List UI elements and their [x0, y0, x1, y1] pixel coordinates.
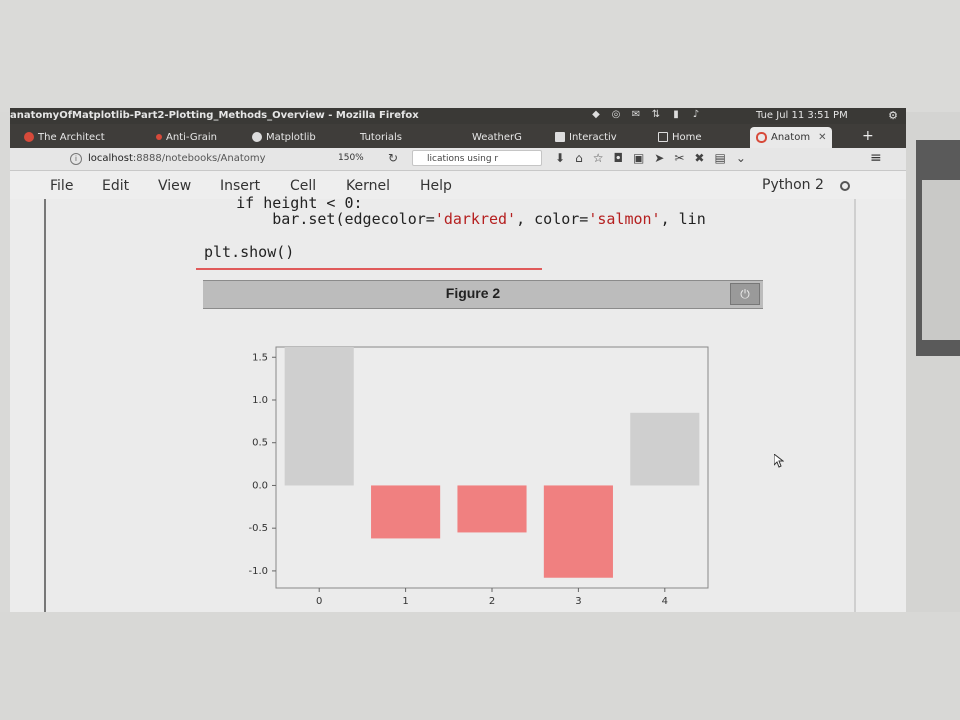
figure-header: Figure 2 ⏻	[203, 280, 763, 309]
tab-bar: The Architect Anti-Grain Matplotlib Tuto…	[10, 124, 906, 148]
reload-icon[interactable]: ↻	[388, 151, 399, 165]
y-tick-label: -0.5	[248, 523, 268, 534]
info-icon[interactable]: i	[70, 153, 82, 165]
kernel-status-icon	[840, 181, 850, 191]
menu-file[interactable]: File	[50, 178, 74, 194]
background-window	[916, 140, 960, 356]
tab-interactive[interactable]: Interactiv	[555, 128, 617, 146]
bar-chart: -1.0 -0.5 0.0 0.5 1.0 1.5 0 1 2 3 4	[248, 346, 709, 606]
toolbar-icons: ⬇ ⌂ ☆ ◘ ▣ ➤ ✂ ✖ ▤ ⌄	[555, 151, 746, 165]
kernel-name: Python 2	[762, 177, 824, 193]
overflow-chevron-icon[interactable]: ⌄	[735, 151, 746, 165]
menu-help[interactable]: Help	[420, 178, 452, 194]
menu-kernel[interactable]: Kernel	[346, 178, 390, 194]
cell-output-separator	[196, 268, 542, 270]
navigation-bar: i localhost:8888/notebooks/Anatomy 150% …	[10, 148, 906, 171]
y-tick-label: 0.5	[252, 438, 268, 449]
bar-2	[457, 485, 527, 533]
desktop-background-top	[0, 0, 960, 112]
x-tick-label: 2	[489, 596, 495, 606]
gear-icon[interactable]: ⚙	[888, 109, 898, 122]
send-icon[interactable]: ➤	[654, 151, 665, 165]
home-icon[interactable]: ⌂	[575, 151, 583, 165]
y-tick-label: 0.0	[252, 480, 268, 491]
tab-favicon-icon	[555, 132, 565, 142]
window-title: anatomyOfMatplotlib-Part2-Plotting_Metho…	[10, 110, 419, 121]
tab-favicon-icon	[756, 132, 767, 143]
code-line-if[interactable]: if height < 0:	[200, 194, 363, 212]
network-icon[interactable]: ⇅	[651, 109, 661, 120]
new-tab-button[interactable]: +	[862, 128, 874, 144]
volume-icon[interactable]: ♪	[692, 109, 700, 120]
close-icon[interactable]: ✕	[818, 132, 827, 143]
bar-4	[630, 412, 700, 486]
chrome-icon[interactable]: ◎	[611, 109, 621, 120]
dropbox-icon[interactable]: ◆	[592, 109, 600, 120]
hamburger-menu-icon[interactable]: ≡	[870, 150, 882, 166]
download-icon[interactable]: ⬇	[555, 151, 566, 165]
x-tick-label: 1	[402, 596, 408, 606]
url-path: :8888/notebooks/Anatomy	[132, 153, 266, 164]
system-top-bar: anatomyOfMatplotlib-Part2-Plotting_Metho…	[10, 108, 906, 124]
url-host: localhost	[88, 153, 133, 164]
tab-weatherg[interactable]: WeatherG	[472, 131, 522, 143]
battery-icon[interactable]: ▮	[673, 109, 679, 120]
clock[interactable]: Tue Jul 11 3:51 PM	[756, 110, 848, 121]
figure-close-button[interactable]: ⏻	[730, 283, 760, 305]
tab-anti-grain[interactable]: Anti-Grain	[156, 128, 217, 146]
jupyter-menu-bar: File Edit View Insert Cell Kernel Help P…	[10, 171, 906, 199]
x-tick-label: 3	[575, 596, 581, 606]
tab-home[interactable]: Home	[658, 128, 702, 146]
tab-matplotlib[interactable]: Matplotlib	[252, 128, 316, 146]
pocket-icon[interactable]: ◘	[613, 151, 623, 165]
desktop-background-bottom	[0, 612, 960, 720]
bookmark-star-icon[interactable]: ☆	[592, 151, 604, 165]
tab-the-architect[interactable]: The Architect	[24, 128, 105, 146]
menu-insert[interactable]: Insert	[220, 178, 261, 194]
zoom-level[interactable]: 150%	[338, 153, 364, 163]
notebook-right-border	[854, 199, 856, 612]
extension-icon[interactable]: ✖	[694, 151, 705, 165]
mouse-cursor-icon	[774, 454, 784, 468]
tab-tutorials[interactable]: Tutorials	[360, 131, 402, 143]
bar-3	[543, 485, 613, 578]
menu-edit[interactable]: Edit	[102, 178, 130, 194]
tab-anatomy-active[interactable]: Anatom ✕	[750, 127, 833, 148]
y-tick-label: -1.0	[248, 566, 268, 577]
code-line-plt-show[interactable]: plt.show()	[204, 243, 295, 261]
code-line-bar-set[interactable]: bar.set(edgecolor='darkred', color='salm…	[200, 210, 706, 228]
cell-left-border	[44, 199, 46, 612]
tab-favicon-icon	[156, 134, 162, 140]
x-tick-label: 0	[316, 596, 322, 606]
screenshot-icon[interactable]: ▣	[632, 151, 645, 165]
tab-favicon-icon	[24, 132, 34, 142]
bar-0	[284, 347, 354, 486]
tools-icon[interactable]: ✂	[674, 151, 685, 165]
bar-1	[371, 485, 441, 539]
x-tick-label: 4	[662, 596, 668, 606]
y-tick-label: 1.0	[252, 395, 268, 406]
figure-title: Figure 2	[445, 285, 501, 301]
tray-icons: ◆ ◎ ✉ ⇅ ▮ ♪	[590, 109, 702, 121]
menu-cell[interactable]: Cell	[290, 178, 317, 194]
library-icon[interactable]: ▤	[714, 151, 726, 165]
y-tick-label: 1.5	[252, 352, 268, 363]
background-glyph	[940, 486, 960, 510]
url-bar[interactable]: localhost:8888/notebooks/Anatomy	[88, 151, 378, 167]
menu-view[interactable]: View	[158, 178, 192, 194]
tab-favicon-icon	[658, 132, 668, 142]
tab-favicon-icon	[252, 132, 262, 142]
search-input[interactable]: lications using r	[412, 150, 542, 166]
mail-icon[interactable]: ✉	[631, 109, 641, 120]
